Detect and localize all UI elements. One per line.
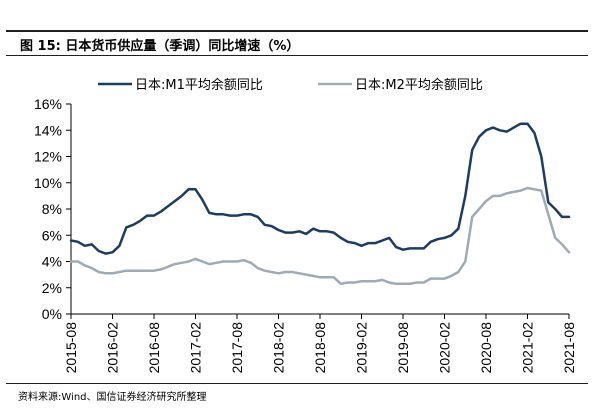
series-line-m2 (69, 186, 571, 286)
legend-label-m1: 日本:M1平均余额同比 (135, 77, 263, 93)
x-tick-label: 2019-08 (395, 322, 411, 374)
y-tick-label: 6% (42, 227, 62, 243)
y-tick-label: 2% (42, 280, 62, 296)
x-tick-label: 2016-02 (105, 322, 121, 374)
x-tick-label: 2018-02 (271, 322, 287, 374)
chart-legend: 日本:M1平均余额同比 日本:M2平均余额同比 (98, 77, 483, 93)
x-tick-label: 2020-02 (437, 322, 453, 374)
x-tick-label: 2016-08 (146, 322, 162, 374)
x-tick-label: 2020-08 (478, 322, 494, 374)
x-tick-label: 2017-02 (188, 322, 204, 374)
y-tick-label: 10% (34, 175, 62, 191)
x-tick-label: 2021-02 (520, 322, 536, 374)
source-note: 资料来源:Wind、国信证券经济研究所整理 (18, 392, 207, 403)
figure-title-bar: 图 15: 日本货币供应量（季调）同比增速（%） (6, 30, 588, 56)
title-bottom-rule (6, 55, 588, 56)
x-tick-label: 2021-08 (561, 322, 577, 374)
chart-axes: 0% 2% 4% 6% 8% 10% 12% 14% 16% 2015-08 2016-02 2016… (34, 96, 577, 373)
y-tick-label: 8% (42, 201, 62, 217)
legend-label-m2: 日本:M2平均余额同比 (355, 77, 483, 93)
y-tick-label: 14% (34, 122, 62, 138)
x-tick-label: 2015-08 (63, 322, 79, 374)
x-tick-label: 2019-02 (354, 322, 370, 374)
x-tick-label: 2018-08 (312, 322, 328, 374)
chart-series (69, 122, 571, 286)
y-tick-label: 16% (34, 96, 62, 112)
y-tick-label: 12% (34, 149, 62, 165)
y-tick-label: 0% (42, 306, 62, 322)
source-rule (6, 383, 588, 384)
title-top-rule (6, 30, 588, 32)
series-line-m1 (69, 122, 571, 255)
y-tick-label: 4% (42, 254, 62, 270)
x-tick-label: 2017-08 (229, 322, 245, 374)
figure-title: 图 15: 日本货币供应量（季调）同比增速（%） (20, 39, 300, 54)
